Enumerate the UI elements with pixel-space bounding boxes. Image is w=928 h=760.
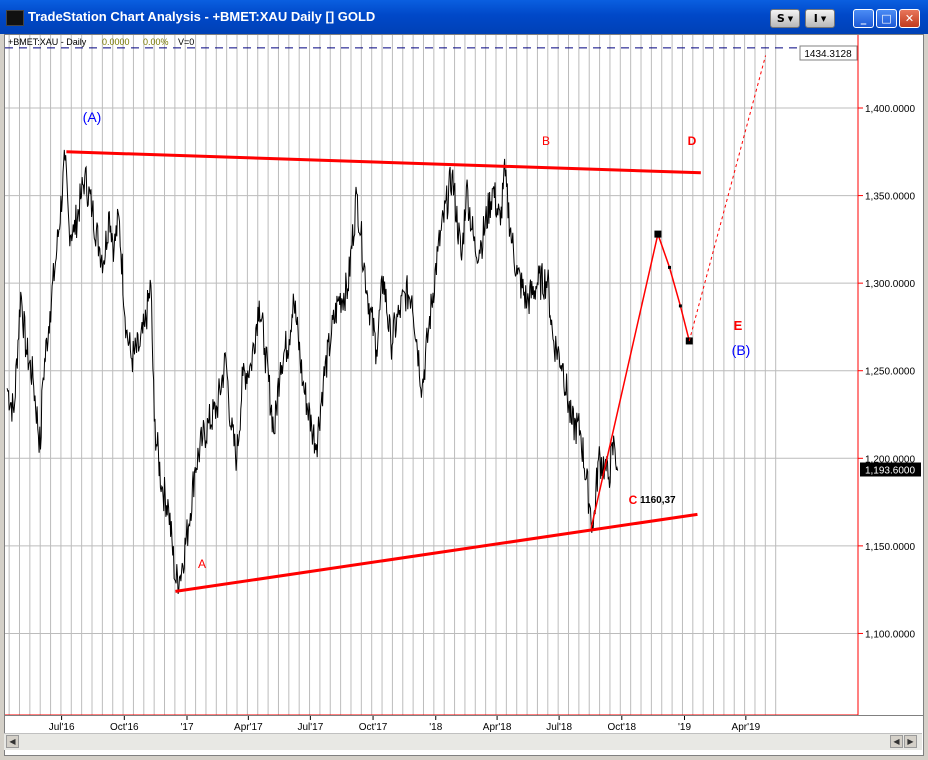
y-tick-label: 1,100.0000 (865, 629, 915, 640)
chart-header: +BMET:XAU - Daily 0.0000 0.00% V=0 (8, 37, 194, 47)
target-price-label: 1434.3128 (804, 49, 852, 60)
price-series (6, 149, 619, 594)
wave-label-c: C (629, 493, 638, 507)
price-chart[interactable]: 1,400.0000 1,350.0000 1,300.0000 1,250.0000… (5, 35, 923, 715)
scroll-left-end-icon[interactable]: ◀ (890, 735, 903, 748)
percent-change-value: 0.00% (143, 37, 169, 47)
y-tick-label: 1,400.0000 (865, 104, 915, 115)
window-title: TradeStation Chart Analysis - +BMET:XAU … (28, 9, 376, 24)
scroll-left-icon[interactable]: ◀ (6, 735, 19, 748)
maximize-icon: □ (881, 12, 892, 25)
wave-label-major-b: (B) (732, 342, 751, 358)
wave-label-b: B (542, 134, 550, 148)
wave-label-d: D (688, 134, 697, 148)
dropdown-arrow-icon: ▼ (820, 14, 827, 23)
wave-labels: (A) (B) A B C D E 1160,37 (83, 109, 751, 571)
scroll-right-icon[interactable]: ▶ (904, 735, 917, 748)
trendlines (66, 150, 701, 593)
maximize-button[interactable]: □ (876, 9, 897, 28)
tradestation-app-icon[interactable] (6, 10, 24, 26)
x-tick-label: Jul'17 (297, 722, 323, 733)
change-value: 0.0000 (102, 37, 130, 47)
x-tick-label: '18 (429, 722, 442, 733)
y-tick-label: 1,150.0000 (865, 542, 915, 553)
volume-value: V=0 (178, 37, 194, 47)
x-tick-label: Jul'18 (546, 722, 572, 733)
i-button-label: I (813, 12, 818, 25)
low-price-label: 1160,37 (640, 495, 676, 506)
projection-marker (654, 230, 662, 238)
horizontal-scrollbar[interactable]: ◀ ◀ ▶ (4, 733, 922, 750)
projection-target-path (688, 55, 767, 342)
chart-window[interactable]: 1,400.0000 1,350.0000 1,300.0000 1,250.0000… (4, 34, 924, 716)
wave-label-e: E (734, 318, 743, 333)
wave-projection (590, 55, 767, 529)
projection-path (590, 231, 691, 529)
upper-trendline (66, 150, 701, 175)
last-price-box (860, 462, 921, 477)
last-price-label: 1,193.6000 (865, 466, 915, 477)
x-tick-label: Apr'19 (732, 722, 761, 733)
wave-label-major-a: (A) (83, 109, 102, 125)
lower-trendline (175, 512, 698, 593)
minimize-button[interactable]: _ (853, 9, 874, 28)
x-tick-label: Apr'17 (234, 722, 263, 733)
minimize-icon: _ (860, 12, 867, 25)
s-button-label: S (776, 12, 785, 25)
y-tick-label: 1,250.0000 (865, 367, 915, 378)
x-tick-label: '17 (180, 722, 193, 733)
i-menu-button[interactable]: I ▼ (805, 9, 835, 28)
close-button[interactable]: ✕ (899, 9, 920, 28)
x-tick-label: Oct'16 (110, 722, 139, 733)
dropdown-arrow-icon: ▼ (787, 14, 794, 23)
price-line (6, 149, 619, 594)
chart-grid (5, 35, 858, 715)
close-icon: ✕ (904, 12, 915, 25)
y-tick-label: 1,200.0000 (865, 454, 915, 465)
target-price-box (799, 45, 858, 61)
x-tick-label: Oct'17 (359, 722, 388, 733)
s-menu-button[interactable]: S ▼ (770, 9, 800, 28)
y-tick-label: 1,300.0000 (865, 279, 915, 290)
wave-label-a: A (198, 557, 206, 571)
y-tick-label: 1,350.0000 (865, 192, 915, 203)
x-tick-label: Oct'18 (608, 722, 637, 733)
last-price-marker: 1,193.6000 (860, 462, 921, 477)
x-tick-label: Jul'16 (49, 722, 75, 733)
x-tick-label: '19 (678, 722, 691, 733)
symbol-label: +BMET:XAU - Daily (8, 37, 87, 47)
x-axis: Jul'16 Oct'16 '17 Apr'17 Jul'17 Oct'17 '18 Apr'… (49, 716, 761, 733)
x-tick-label: Apr'18 (483, 722, 512, 733)
projection-marker (668, 265, 672, 269)
window-titlebar[interactable]: TradeStation Chart Analysis - +BMET:XAU … (0, 0, 928, 34)
projection-marker (678, 304, 682, 308)
y-axis: 1,400.0000 1,350.0000 1,300.0000 1,250.0000… (858, 104, 915, 640)
